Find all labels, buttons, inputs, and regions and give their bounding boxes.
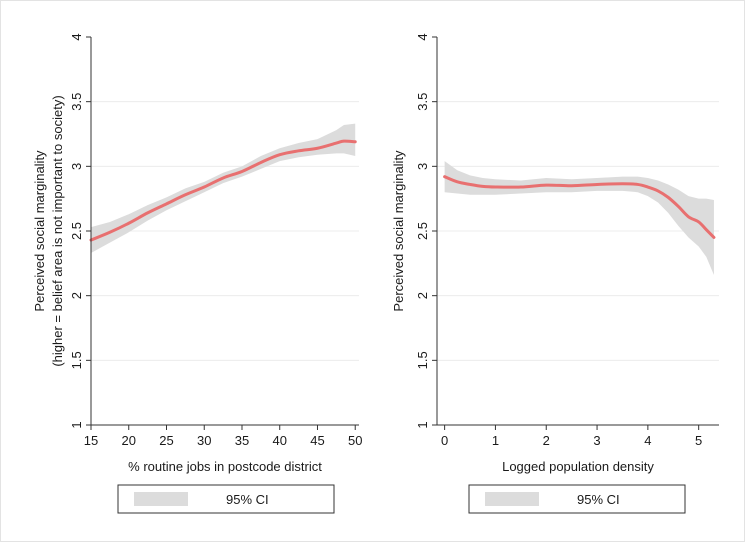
legend-swatch [485,492,539,506]
fitted-line-path [89,139,357,242]
x-tick-label: 2 [543,433,550,448]
fitted-line [89,139,357,242]
y-tick-label: 1.5 [415,351,430,369]
chart-panel-right: 0 1 2 3 4 5 1 1.5 2 2.5 3 3.5 4 Logged population d… [391,33,719,514]
gridlines [91,101,359,361]
y-axis-title-line2: (higher = belief area is not important t… [50,95,65,366]
x-tick-label: 15 [84,433,98,448]
fitted-line-path [443,175,716,239]
x-ticks: 0 1 2 3 4 5 [441,425,702,448]
x-tick-label: 1 [492,433,499,448]
y-tick-label: 2.5 [415,222,430,240]
x-tick-label: 20 [122,433,136,448]
x-tick-label: 5 [695,433,702,448]
x-tick-label: 40 [272,433,286,448]
legend-label: 95% CI [577,492,620,507]
legend-label: 95% CI [226,492,269,507]
y-ticks: 1 1.5 2 2.5 3 3.5 4 [69,33,91,429]
legend-box [468,484,686,514]
y-tick-label: 3 [415,163,430,170]
ci-band [444,161,714,275]
ci-band-area [91,123,356,253]
x-tick-label: 0 [441,433,448,448]
y-tick-label: 4 [415,33,430,40]
ci-band [91,123,356,253]
y-ticks: 1 1.5 2 2.5 3 3.5 4 [415,33,437,429]
gridlines [437,101,719,361]
x-axis-title: Logged population density [502,459,654,474]
y-tick-label: 2 [69,292,84,299]
x-tick-label: 45 [310,433,324,448]
x-tick-label: 50 [348,433,362,448]
fitted-line [443,175,716,239]
legend-swatch [134,492,188,506]
y-tick-label: 3.5 [415,93,430,111]
chart-panel-left: 15 20 25 30 35 40 45 50 1 1.5 2 2.5 3 3.5 4 % routine… [32,33,362,514]
ci-band-area [444,161,714,275]
x-tick-label: 35 [235,433,249,448]
y-tick-label: 3.5 [69,93,84,111]
y-tick-label: 1 [415,421,430,428]
x-tick-label: 3 [593,433,600,448]
y-tick-label: 2.5 [69,222,84,240]
y-tick-label: 2 [415,292,430,299]
x-ticks: 15 20 25 30 35 40 45 50 [84,425,362,448]
y-tick-label: 1.5 [69,351,84,369]
y-axis-title: Perceived social marginality [391,150,406,312]
x-axis-title: % routine jobs in postcode district [128,459,322,474]
y-axis-title-line1: Perceived social marginality [32,150,47,312]
y-tick-label: 4 [69,33,84,40]
legend: 95% CI [468,484,686,514]
legend: 95% CI [117,484,335,514]
y-tick-label: 3 [69,163,84,170]
x-tick-label: 25 [159,433,173,448]
x-tick-label: 30 [197,433,211,448]
y-tick-label: 1 [69,421,84,428]
x-tick-label: 4 [644,433,651,448]
